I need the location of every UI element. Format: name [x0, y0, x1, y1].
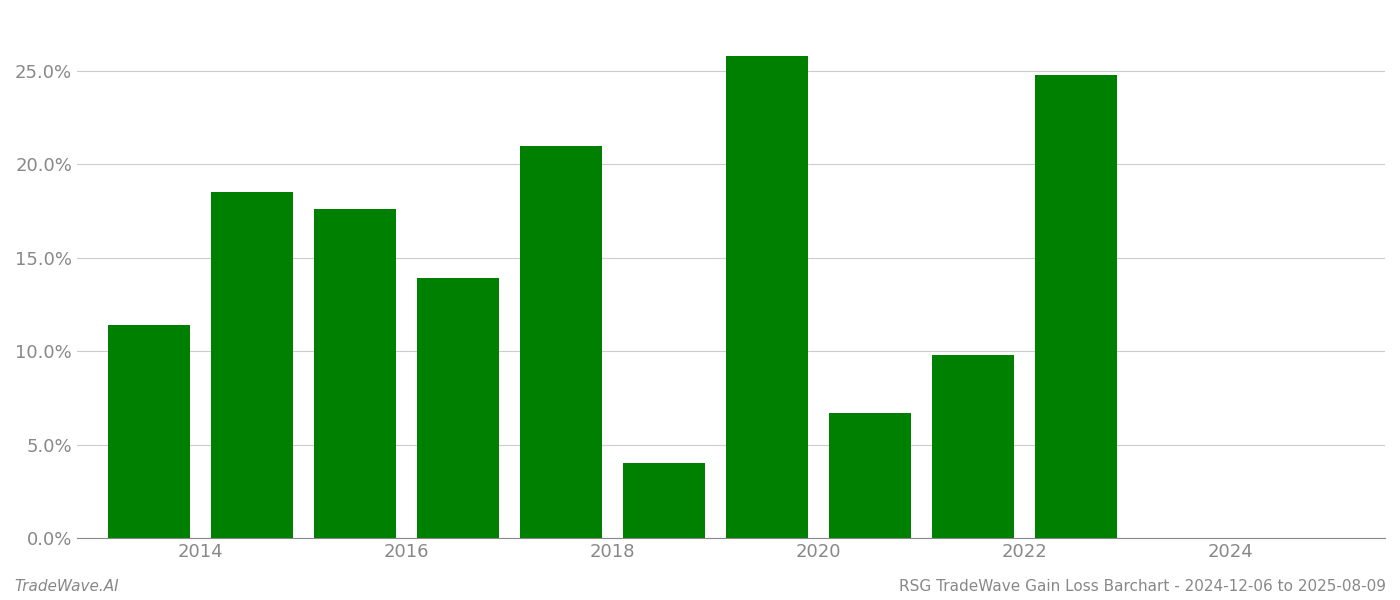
Bar: [829, 413, 911, 538]
Bar: [932, 355, 1014, 538]
Bar: [108, 325, 190, 538]
Bar: [417, 278, 500, 538]
Bar: [314, 209, 396, 538]
Text: TradeWave.AI: TradeWave.AI: [14, 579, 119, 594]
Bar: [519, 146, 602, 538]
Bar: [211, 193, 293, 538]
Bar: [725, 56, 808, 538]
Text: RSG TradeWave Gain Loss Barchart - 2024-12-06 to 2025-08-09: RSG TradeWave Gain Loss Barchart - 2024-…: [899, 579, 1386, 594]
Bar: [623, 463, 706, 538]
Bar: [1035, 75, 1117, 538]
